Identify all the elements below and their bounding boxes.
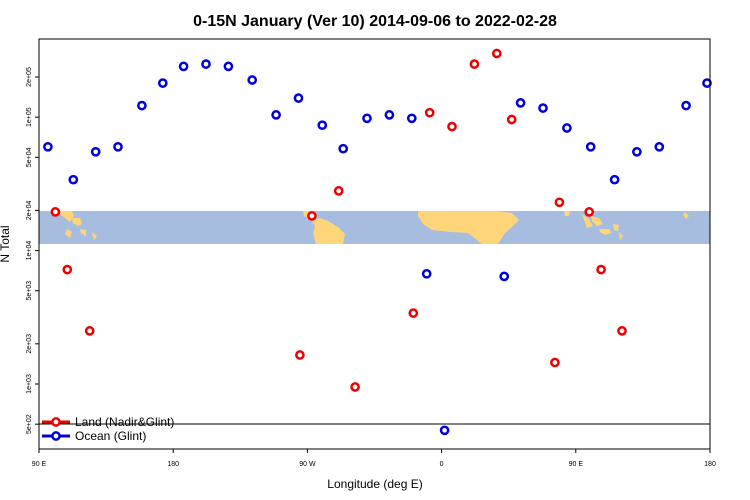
series-ocean xyxy=(43,59,712,436)
data-point xyxy=(307,211,317,221)
data-point xyxy=(617,326,627,336)
plot-frame xyxy=(38,38,711,450)
x-axis-title: Longitude (deg E) xyxy=(327,477,422,491)
y-tick-label: 1e+03 xyxy=(26,374,33,394)
data-point xyxy=(293,93,304,103)
data-point xyxy=(68,174,79,185)
data-point xyxy=(681,100,691,111)
data-point xyxy=(137,100,147,111)
data-point xyxy=(178,61,189,72)
data-point xyxy=(43,141,53,152)
x-tick-label: 90 E xyxy=(569,461,584,468)
data-point xyxy=(424,107,435,118)
legend-swatch-land-marker xyxy=(51,417,61,427)
legend-swatch-ocean-marker xyxy=(51,431,61,441)
y-tick-label: 2e+03 xyxy=(26,334,33,354)
data-point xyxy=(295,350,305,360)
y-tick-label: 1e+05 xyxy=(26,107,33,127)
data-point xyxy=(201,59,211,69)
data-point xyxy=(62,264,73,275)
data-point xyxy=(447,121,457,132)
x-axis: 90 E 180 90 W 0 90 E 180 xyxy=(32,449,716,468)
data-point xyxy=(317,120,328,131)
data-point xyxy=(632,146,642,157)
data-point xyxy=(223,61,234,72)
data-point xyxy=(515,98,526,108)
data-point xyxy=(350,382,360,392)
map-band xyxy=(39,211,710,244)
data-point xyxy=(50,207,61,217)
legend-item-ocean: Ocean (Glint) xyxy=(42,429,146,443)
data-point xyxy=(113,141,123,152)
data-point xyxy=(499,271,510,282)
legend-label-land: Land (Nadir&Glint) xyxy=(75,415,174,429)
legend-label-ocean: Ocean (Glint) xyxy=(75,429,146,443)
y-axis-title: N Total xyxy=(0,225,12,262)
data-point xyxy=(609,174,620,185)
series-land xyxy=(50,48,627,392)
map-ocean xyxy=(39,211,710,244)
data-point xyxy=(596,264,606,275)
data-point xyxy=(90,146,101,157)
legend-item-land: Land (Nadir&Glint) xyxy=(42,415,174,429)
x-tick-label: 90 W xyxy=(299,461,316,468)
data-point xyxy=(408,308,419,318)
map-land xyxy=(49,211,689,244)
data-point xyxy=(421,268,432,279)
y-tick-label: 1e+04 xyxy=(26,241,33,261)
data-point xyxy=(538,103,548,113)
data-point xyxy=(157,78,168,88)
chart-title: 0-15N January (Ver 10) 2014-09-06 to 202… xyxy=(193,13,557,30)
data-point xyxy=(333,186,344,196)
data-point xyxy=(550,357,560,368)
data-point xyxy=(271,110,281,120)
x-tick-label: 90 E xyxy=(32,461,47,468)
data-point xyxy=(584,207,595,217)
data-points xyxy=(43,48,712,436)
y-tick-label: 2e+05 xyxy=(26,67,33,87)
data-point xyxy=(554,197,565,208)
data-point xyxy=(702,78,712,88)
data-point xyxy=(585,141,596,152)
data-point xyxy=(84,326,95,336)
data-point xyxy=(338,143,349,154)
y-tick-label: 5e+03 xyxy=(26,281,33,301)
y-tick-label: 5e+04 xyxy=(26,147,33,167)
y-tick-label: 5e+02 xyxy=(26,414,33,434)
data-point xyxy=(406,113,417,124)
data-point xyxy=(562,123,572,133)
x-tick-label: 0 xyxy=(440,461,444,468)
x-tick-label: 180 xyxy=(167,461,179,468)
data-point xyxy=(362,113,372,124)
x-tick-label: 180 xyxy=(704,461,716,468)
data-point xyxy=(654,141,665,152)
data-point xyxy=(247,75,258,85)
y-axis: 5e+02 1e+03 2e+03 5e+03 1e+04 2e+04 5e+04 1e+05… xyxy=(26,67,39,434)
data-point xyxy=(469,59,480,69)
data-point xyxy=(384,110,395,120)
y-tick-label: 2e+04 xyxy=(26,200,33,220)
data-point xyxy=(439,425,450,436)
data-point xyxy=(491,48,502,59)
legend: Land (Nadir&Glint) Ocean (Glint) xyxy=(42,415,174,443)
data-point xyxy=(506,114,517,125)
